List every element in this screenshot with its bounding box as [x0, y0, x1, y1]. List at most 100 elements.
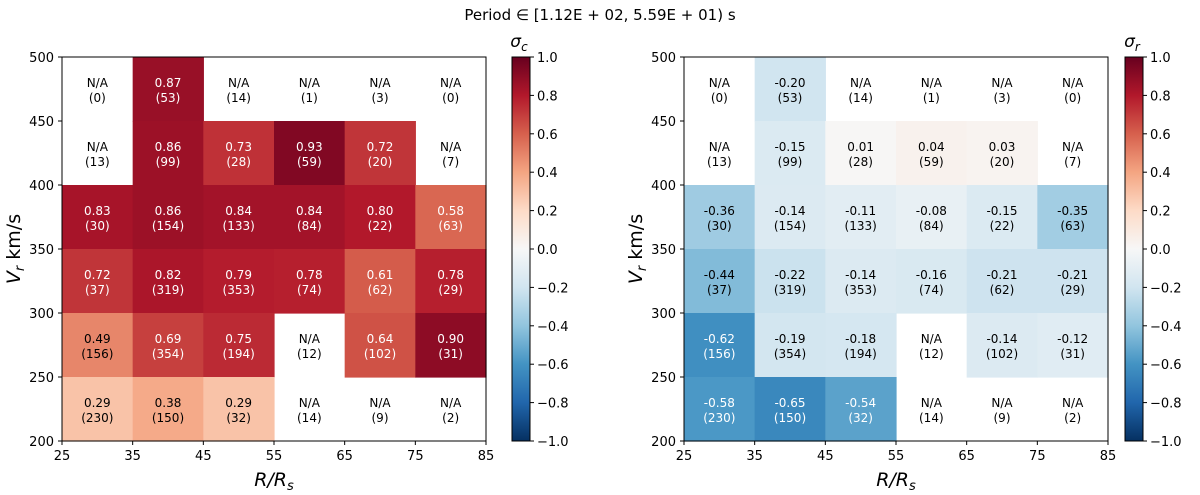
cell-count-label: (353) [223, 283, 255, 297]
heatmap-cell [754, 313, 826, 378]
colorbar-tick-label: 0.2 [1150, 205, 1171, 220]
cell-value-label: N/A [87, 140, 109, 154]
cell-count-label: (1) [301, 91, 318, 105]
colorbar-tick-label: 0.6 [1150, 128, 1171, 143]
cell-count-label: (62) [368, 283, 393, 297]
cell-count-label: (3) [372, 91, 389, 105]
heatmap-cell [344, 121, 416, 186]
x-tick-label: 65 [958, 449, 975, 464]
heatmap-cell [896, 121, 968, 186]
cell-count-label: (9) [994, 411, 1011, 425]
cell-count-label: (29) [1060, 283, 1085, 297]
cell-count-label: (230) [703, 411, 735, 425]
heatmap-cell [825, 313, 897, 378]
cell-count-label: (230) [81, 411, 113, 425]
cell-count-label: (133) [845, 219, 877, 233]
cell-count-label: (154) [152, 219, 184, 233]
cell-value-label: N/A [850, 76, 872, 90]
cell-count-label: (353) [845, 283, 877, 297]
cell-count-label: (12) [919, 347, 944, 361]
heatmap-cell [132, 121, 204, 186]
colorbar-tick-label: −1.0 [1150, 435, 1182, 450]
cell-count-label: (0) [442, 91, 459, 105]
cell-value-label: -0.15 [986, 204, 1017, 218]
cell-count-label: (150) [774, 411, 806, 425]
cell-count-label: (28) [848, 155, 873, 169]
colorbar-tick-label: −1.0 [537, 435, 569, 450]
cell-count-label: (102) [364, 347, 396, 361]
cell-count-label: (154) [774, 219, 806, 233]
cell-count-label: (3) [994, 91, 1011, 105]
cell-count-label: (9) [372, 411, 389, 425]
x-tick-label: 45 [195, 449, 212, 464]
cell-value-label: N/A [369, 396, 391, 410]
cell-value-label: -0.08 [916, 204, 947, 218]
cell-value-label: 0.49 [84, 332, 111, 346]
colorbar-label: σr [1124, 32, 1141, 54]
cell-value-label: N/A [709, 140, 731, 154]
y-tick-label: 200 [29, 435, 54, 450]
cell-count-label: (84) [297, 219, 322, 233]
cell-count-label: (37) [707, 283, 732, 297]
cell-count-label: (194) [223, 347, 255, 361]
cell-count-label: (29) [438, 283, 463, 297]
colorbar-tick-label: 0.0 [537, 243, 558, 258]
heatmap-cell [825, 185, 897, 250]
cell-count-label: (99) [778, 155, 803, 169]
cell-value-label: N/A [1062, 396, 1084, 410]
colorbar-tick-label: −0.8 [537, 397, 569, 412]
cell-count-label: (32) [226, 411, 251, 425]
cell-value-label: -0.36 [704, 204, 735, 218]
colorbar-tick-label: −0.8 [1150, 397, 1182, 412]
x-tick-label: 75 [1029, 449, 1046, 464]
y-tick-label: 400 [651, 179, 676, 194]
cell-value-label: -0.19 [774, 332, 805, 346]
heatmap-cell [62, 313, 134, 378]
x-tick-label: 55 [266, 449, 283, 464]
cell-count-label: (31) [438, 347, 463, 361]
cell-value-label: 0.04 [918, 140, 945, 154]
cell-value-label: 0.64 [367, 332, 394, 346]
cell-value-label: 0.90 [437, 332, 464, 346]
colorbar-tick-label: 0.8 [537, 89, 558, 104]
cell-value-label: 0.69 [155, 332, 182, 346]
y-tick-label: 350 [29, 243, 54, 258]
cell-count-label: (59) [919, 155, 944, 169]
colorbar-tick-label: 0.0 [1150, 243, 1171, 258]
x-tick-label: 25 [676, 449, 693, 464]
cell-count-label: (102) [986, 347, 1018, 361]
heatmap-cell [684, 249, 756, 314]
heatmap-cell [203, 377, 275, 442]
colorbar-gradient [1124, 56, 1144, 442]
cell-value-label: 0.38 [155, 396, 182, 410]
colorbar-tick-label: 0.4 [1150, 166, 1171, 181]
cell-value-label: N/A [440, 396, 462, 410]
y-tick-label: 450 [651, 115, 676, 130]
heatmap-cell [415, 313, 487, 378]
heatmap-cell [825, 249, 897, 314]
cell-value-label: 0.84 [225, 204, 252, 218]
cell-count-label: (13) [85, 155, 110, 169]
colorbar-tick-label: −0.4 [537, 320, 569, 335]
x-tick-label: 55 [888, 449, 905, 464]
heatmap-cell [132, 185, 204, 250]
cell-count-label: (14) [919, 411, 944, 425]
cell-value-label: N/A [991, 396, 1013, 410]
cell-count-label: (32) [848, 411, 873, 425]
y-tick-label: 350 [651, 243, 676, 258]
heatmap-cell [415, 249, 487, 314]
y-tick-label: 250 [29, 371, 54, 386]
cell-value-label: 0.61 [367, 268, 394, 282]
y-axis-label: Vr km/s [3, 214, 28, 284]
cell-count-label: (156) [703, 347, 735, 361]
y-axis-label: Vr km/s [625, 214, 650, 284]
cell-value-label: -0.12 [1057, 332, 1088, 346]
cell-value-label: 0.80 [367, 204, 394, 218]
colorbar: −1.0 −0.8 −0.6 −0.4 −0.2 0.0 0.2 0.4 0.6 0.8 1.0 σr [1124, 32, 1181, 450]
cell-value-label: N/A [1062, 76, 1084, 90]
heatmap-cell [62, 249, 134, 314]
cell-value-label: N/A [921, 396, 943, 410]
heatmap-cell [274, 249, 346, 314]
heatmap-panel-sigma-c: N/A(0)0.87(53)N/A(14)N/A(1)N/A(3)N/A(0)N… [3, 32, 569, 494]
